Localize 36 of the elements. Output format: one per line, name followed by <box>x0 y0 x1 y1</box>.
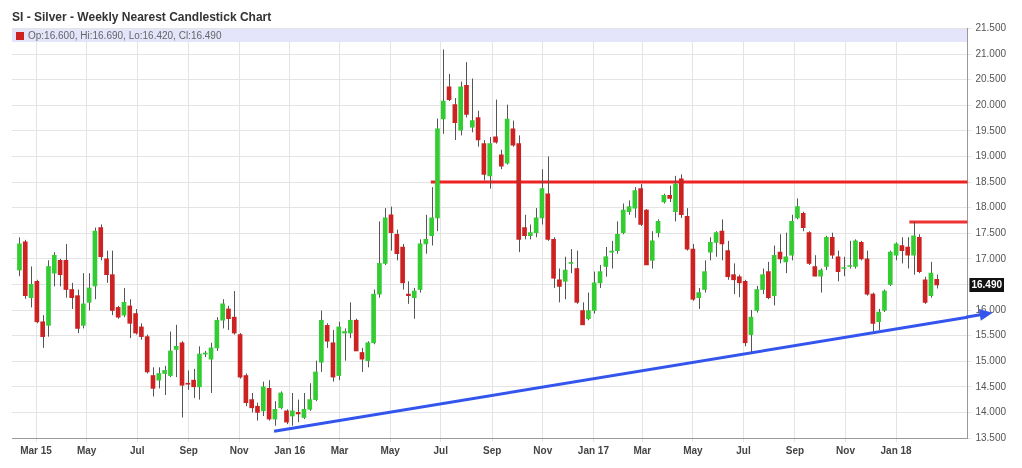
y-tick-label: 19.000 <box>975 150 1007 162</box>
x-tick-label: Sep <box>179 444 198 456</box>
x-tick-label: Mar <box>633 444 652 456</box>
y-tick-label: 21.000 <box>975 47 1007 59</box>
x-tick-label: Jan 16 <box>274 444 306 456</box>
y-tick-label: 17.500 <box>975 226 1007 238</box>
x-tick-label: May <box>683 444 704 456</box>
x-tick-label: Jan 18 <box>880 444 913 456</box>
x-tick-label: Mar 15 <box>20 444 53 456</box>
y-tick-label: 20.500 <box>975 73 1007 85</box>
y-tick-label: 14.500 <box>975 380 1007 392</box>
y-tick-label: 14.000 <box>975 406 1007 418</box>
y-tick-label: 17.000 <box>975 252 1007 264</box>
y-tick-label: 13.500 <box>975 431 1007 443</box>
x-tick-label: Jul <box>736 444 751 456</box>
chart-title: SI - Silver - Weekly Nearest Candlestick Chart <box>12 9 272 24</box>
y-tick-label: 20.000 <box>975 98 1007 110</box>
x-tick-label: Jul <box>130 444 145 456</box>
text: 16.490 <box>971 278 1003 290</box>
x-tick-label: Nov <box>229 444 250 456</box>
y-tick-label: 15.500 <box>975 329 1007 341</box>
y-tick-label: 15.000 <box>975 354 1007 366</box>
x-tick-label: Nov <box>533 444 553 456</box>
y-tick-label: 18.500 <box>975 175 1007 187</box>
x-tick-label: Jan 17 <box>577 444 610 456</box>
x-tick-label: May <box>76 444 97 456</box>
x-tick-label: May <box>380 444 401 456</box>
x-tick-label: Nov <box>836 444 856 456</box>
x-tick-label: Mar <box>330 444 349 456</box>
y-tick-label: 21.500 <box>975 22 1007 34</box>
x-tick-label: Sep <box>785 444 805 456</box>
y-tick-label: 18.000 <box>975 201 1007 213</box>
x-tick-label: Sep <box>483 444 502 456</box>
y-tick-label: 19.500 <box>975 124 1007 136</box>
annotation: Op:16.600, Hi:16.690, Lo:16.420, Cl:16.490 <box>28 30 222 42</box>
x-tick-label: Jul <box>433 444 449 456</box>
